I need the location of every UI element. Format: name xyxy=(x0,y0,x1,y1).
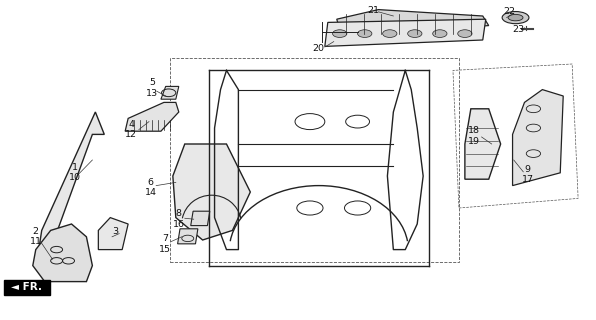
Ellipse shape xyxy=(502,12,529,24)
Circle shape xyxy=(458,30,472,37)
Polygon shape xyxy=(513,90,563,186)
Text: 2
11: 2 11 xyxy=(30,227,42,246)
Text: ◄ FR.: ◄ FR. xyxy=(11,282,42,292)
Text: 23: 23 xyxy=(513,25,524,34)
Polygon shape xyxy=(98,218,128,250)
Polygon shape xyxy=(173,144,250,240)
Text: 18
19: 18 19 xyxy=(468,126,480,146)
Ellipse shape xyxy=(508,14,523,21)
Polygon shape xyxy=(191,211,210,226)
Circle shape xyxy=(333,30,347,37)
Polygon shape xyxy=(33,224,92,282)
Text: 7
15: 7 15 xyxy=(159,235,171,254)
Polygon shape xyxy=(161,86,179,99)
Text: 3: 3 xyxy=(112,228,118,236)
Text: 8
16: 8 16 xyxy=(173,210,185,229)
Polygon shape xyxy=(125,102,179,131)
Polygon shape xyxy=(465,109,501,179)
Circle shape xyxy=(408,30,422,37)
Circle shape xyxy=(383,30,397,37)
Circle shape xyxy=(433,30,447,37)
Text: 9
17: 9 17 xyxy=(522,165,533,184)
Text: 22: 22 xyxy=(504,7,516,16)
Circle shape xyxy=(358,30,372,37)
Polygon shape xyxy=(39,112,104,266)
Text: 21: 21 xyxy=(368,6,380,15)
Polygon shape xyxy=(337,10,489,38)
Text: 1
10: 1 10 xyxy=(69,163,81,182)
FancyBboxPatch shape xyxy=(4,280,50,295)
Text: 6
14: 6 14 xyxy=(145,178,157,197)
Polygon shape xyxy=(178,229,198,244)
Text: 4
12: 4 12 xyxy=(125,120,137,139)
Text: 5
13: 5 13 xyxy=(146,78,158,98)
Text: 20: 20 xyxy=(312,44,324,52)
Polygon shape xyxy=(325,19,486,46)
